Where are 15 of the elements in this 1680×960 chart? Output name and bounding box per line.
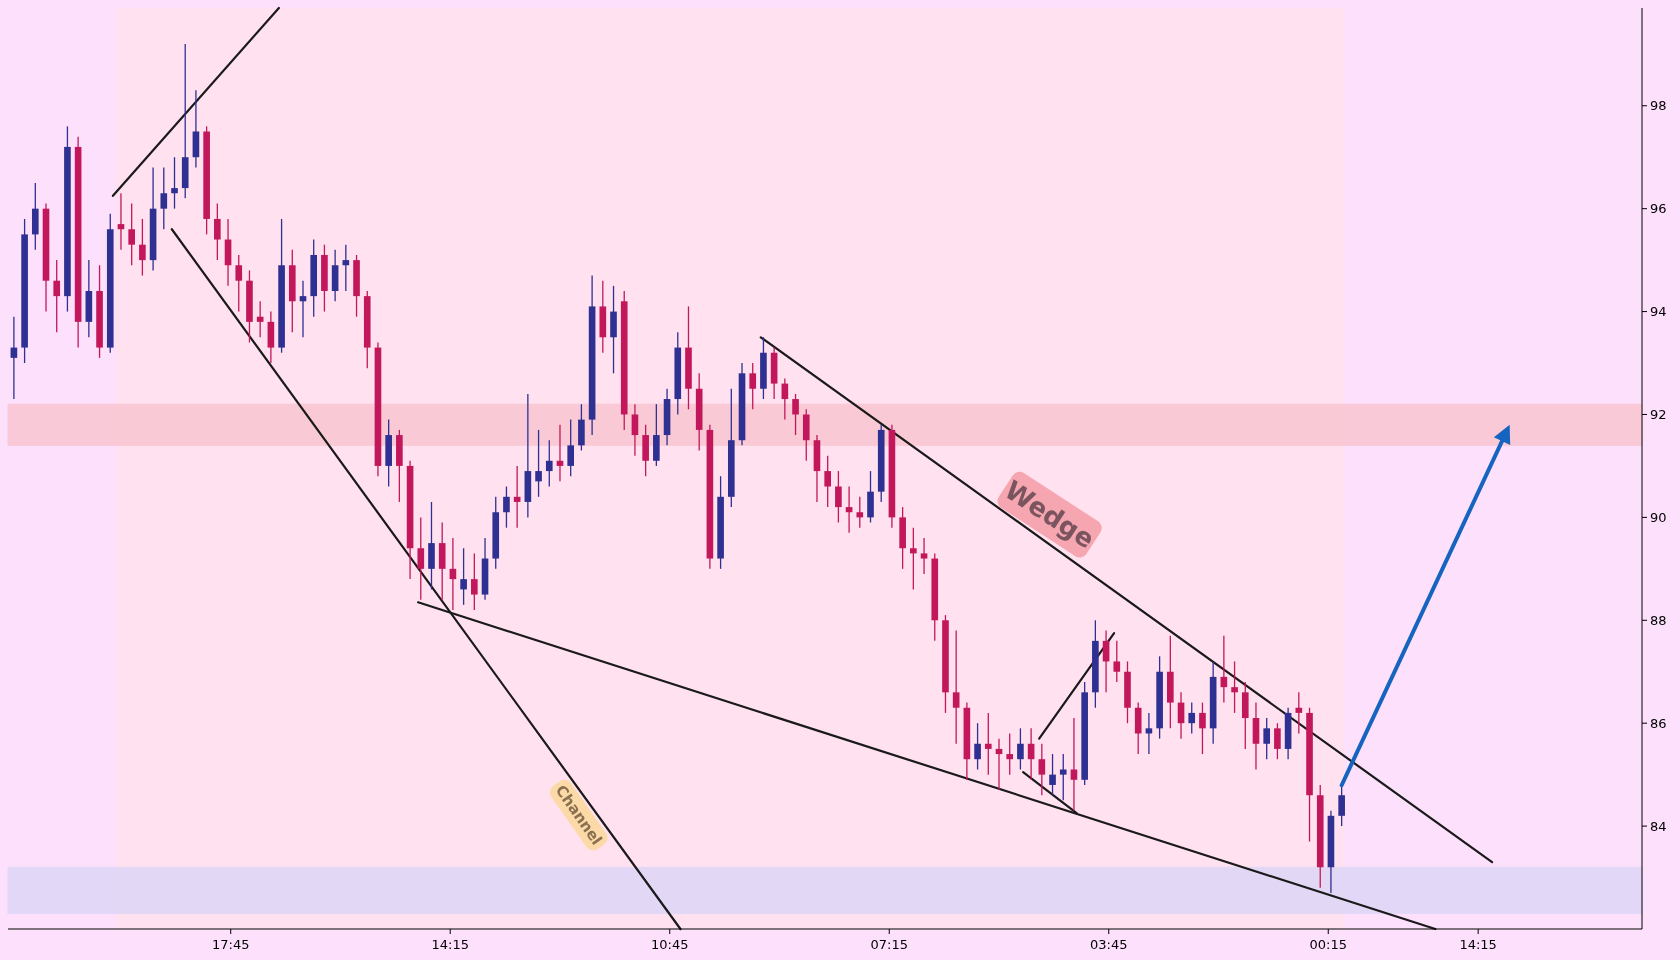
y-tick-label: 96	[1650, 201, 1667, 217]
x-tick-label: 14:15	[431, 937, 469, 952]
y-tick-label: 94	[1650, 304, 1667, 320]
y-tick-label: 90	[1650, 509, 1667, 525]
y-tick-label: 86	[1650, 715, 1667, 731]
x-tick-label: 07:15	[870, 937, 908, 952]
y-tick-label: 98	[1650, 98, 1667, 114]
y-tick-label: 84	[1650, 818, 1667, 834]
x-tick-label: 00:15	[1309, 937, 1347, 952]
x-tick-label: 17:45	[211, 937, 250, 952]
y-tick-label: 92	[1650, 406, 1667, 422]
y-tick-label: 88	[1650, 612, 1667, 628]
x-tick-label: 03:45	[1090, 937, 1128, 952]
x-tick-label: 14:15	[1459, 937, 1497, 952]
x-tick-label: 10:45	[651, 937, 689, 952]
